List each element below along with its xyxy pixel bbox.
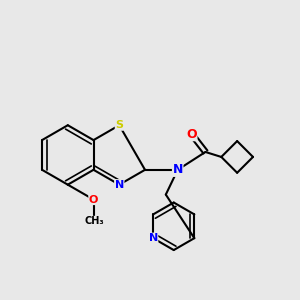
Text: CH₃: CH₃ bbox=[85, 216, 104, 226]
Text: N: N bbox=[172, 163, 183, 176]
Text: N: N bbox=[148, 233, 158, 243]
Text: O: O bbox=[89, 194, 98, 205]
Text: O: O bbox=[186, 128, 197, 141]
Text: N: N bbox=[115, 180, 124, 190]
Text: S: S bbox=[115, 120, 123, 130]
